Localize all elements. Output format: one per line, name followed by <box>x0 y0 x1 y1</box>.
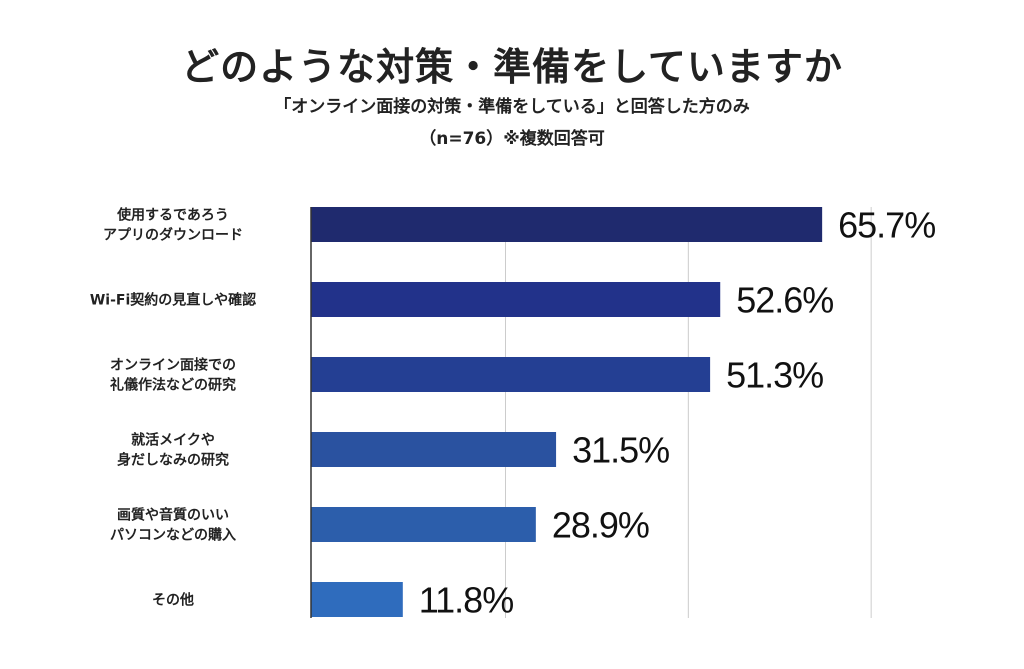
value-label: 51.3% <box>726 355 823 396</box>
category-label: オンライン面接での <box>110 357 236 374</box>
chart-subtitle: 「オンライン面接の対策・準備をしている」と回答した方のみ <box>274 97 750 117</box>
category-label: 画質や音質のいい <box>117 507 229 524</box>
chart-sample-note: （n=76）※複数回答可 <box>419 129 605 149</box>
category-label: アプリのダウンロード <box>103 227 243 244</box>
category-label: パソコンなどの購入 <box>110 527 236 544</box>
bar <box>311 432 557 467</box>
category-label: 身だしなみの研究 <box>117 452 229 469</box>
category-label: Wi-Fi契約の見直しや確認 <box>90 292 256 309</box>
category-label: 礼儀作法などの研究 <box>110 377 236 394</box>
chart-title: どのような対策・準備をしていますか <box>181 45 843 89</box>
value-label: 28.9% <box>552 505 649 546</box>
category-label: 使用するであろう <box>116 207 229 224</box>
bar <box>311 582 403 617</box>
bar <box>311 282 721 317</box>
category-label: 就活メイクや <box>131 432 215 449</box>
value-label: 65.7% <box>838 205 935 246</box>
value-label: 11.8% <box>419 580 513 621</box>
bar <box>311 507 536 542</box>
bar <box>311 207 823 242</box>
value-label: 31.5% <box>572 430 669 471</box>
bar <box>311 357 711 392</box>
value-label: 52.6% <box>736 280 833 321</box>
category-label: その他 <box>152 592 194 609</box>
